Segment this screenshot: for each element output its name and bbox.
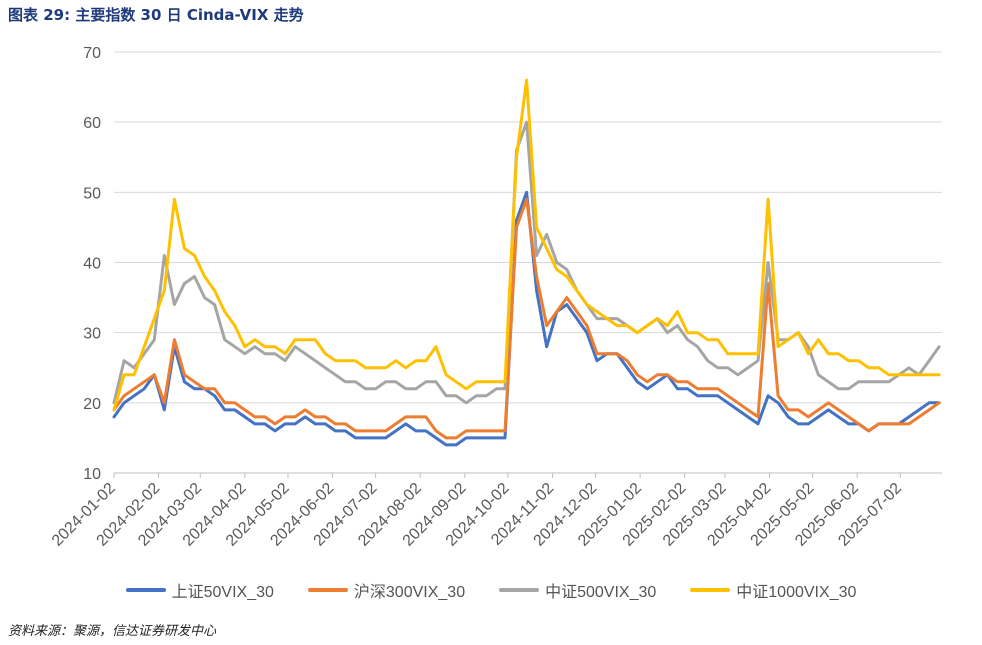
legend-swatch [499, 588, 540, 592]
y-tick-label: 70 [83, 45, 101, 62]
legend-swatch [690, 588, 731, 592]
legend-label: 沪深300VIX_30 [353, 584, 466, 601]
legend-item: 沪深300VIX_30 [307, 578, 466, 602]
legend-item: 中证500VIX_30 [499, 578, 656, 602]
legend-swatch [125, 588, 166, 592]
y-tick-label: 50 [83, 185, 101, 202]
y-tick-label: 20 [83, 396, 101, 413]
y-tick-label: 40 [83, 256, 101, 273]
series-line-4 [112, 78, 941, 412]
y-tick-label: 60 [83, 115, 101, 132]
chart-legend: 上证50VIX_30 沪深300VIX_30 中证500VIX_30 中证1000VI… [0, 578, 982, 602]
figure-title: 图表 29: 主要指数 30 日 Cinda-VIX 走势 [8, 6, 304, 24]
y-tick-label: 10 [83, 466, 101, 483]
legend-label: 中证1000VIX_30 [736, 584, 857, 601]
legend-label: 中证500VIX_30 [545, 584, 657, 601]
legend-label: 上证50VIX_30 [171, 584, 274, 601]
legend-swatch [307, 588, 348, 592]
legend-item: 中证1000VIX_30 [690, 578, 856, 602]
series-line-2 [112, 197, 941, 440]
y-tick-label: 30 [83, 326, 101, 343]
figure-source: 资料来源：聚源，信达证券研发中心 [8, 624, 217, 639]
series-line-1 [112, 190, 941, 447]
legend-item: 上证50VIX_30 [125, 578, 274, 602]
line-chart: 102030405060702024-01-022024-02-022024-0… [49, 45, 942, 550]
